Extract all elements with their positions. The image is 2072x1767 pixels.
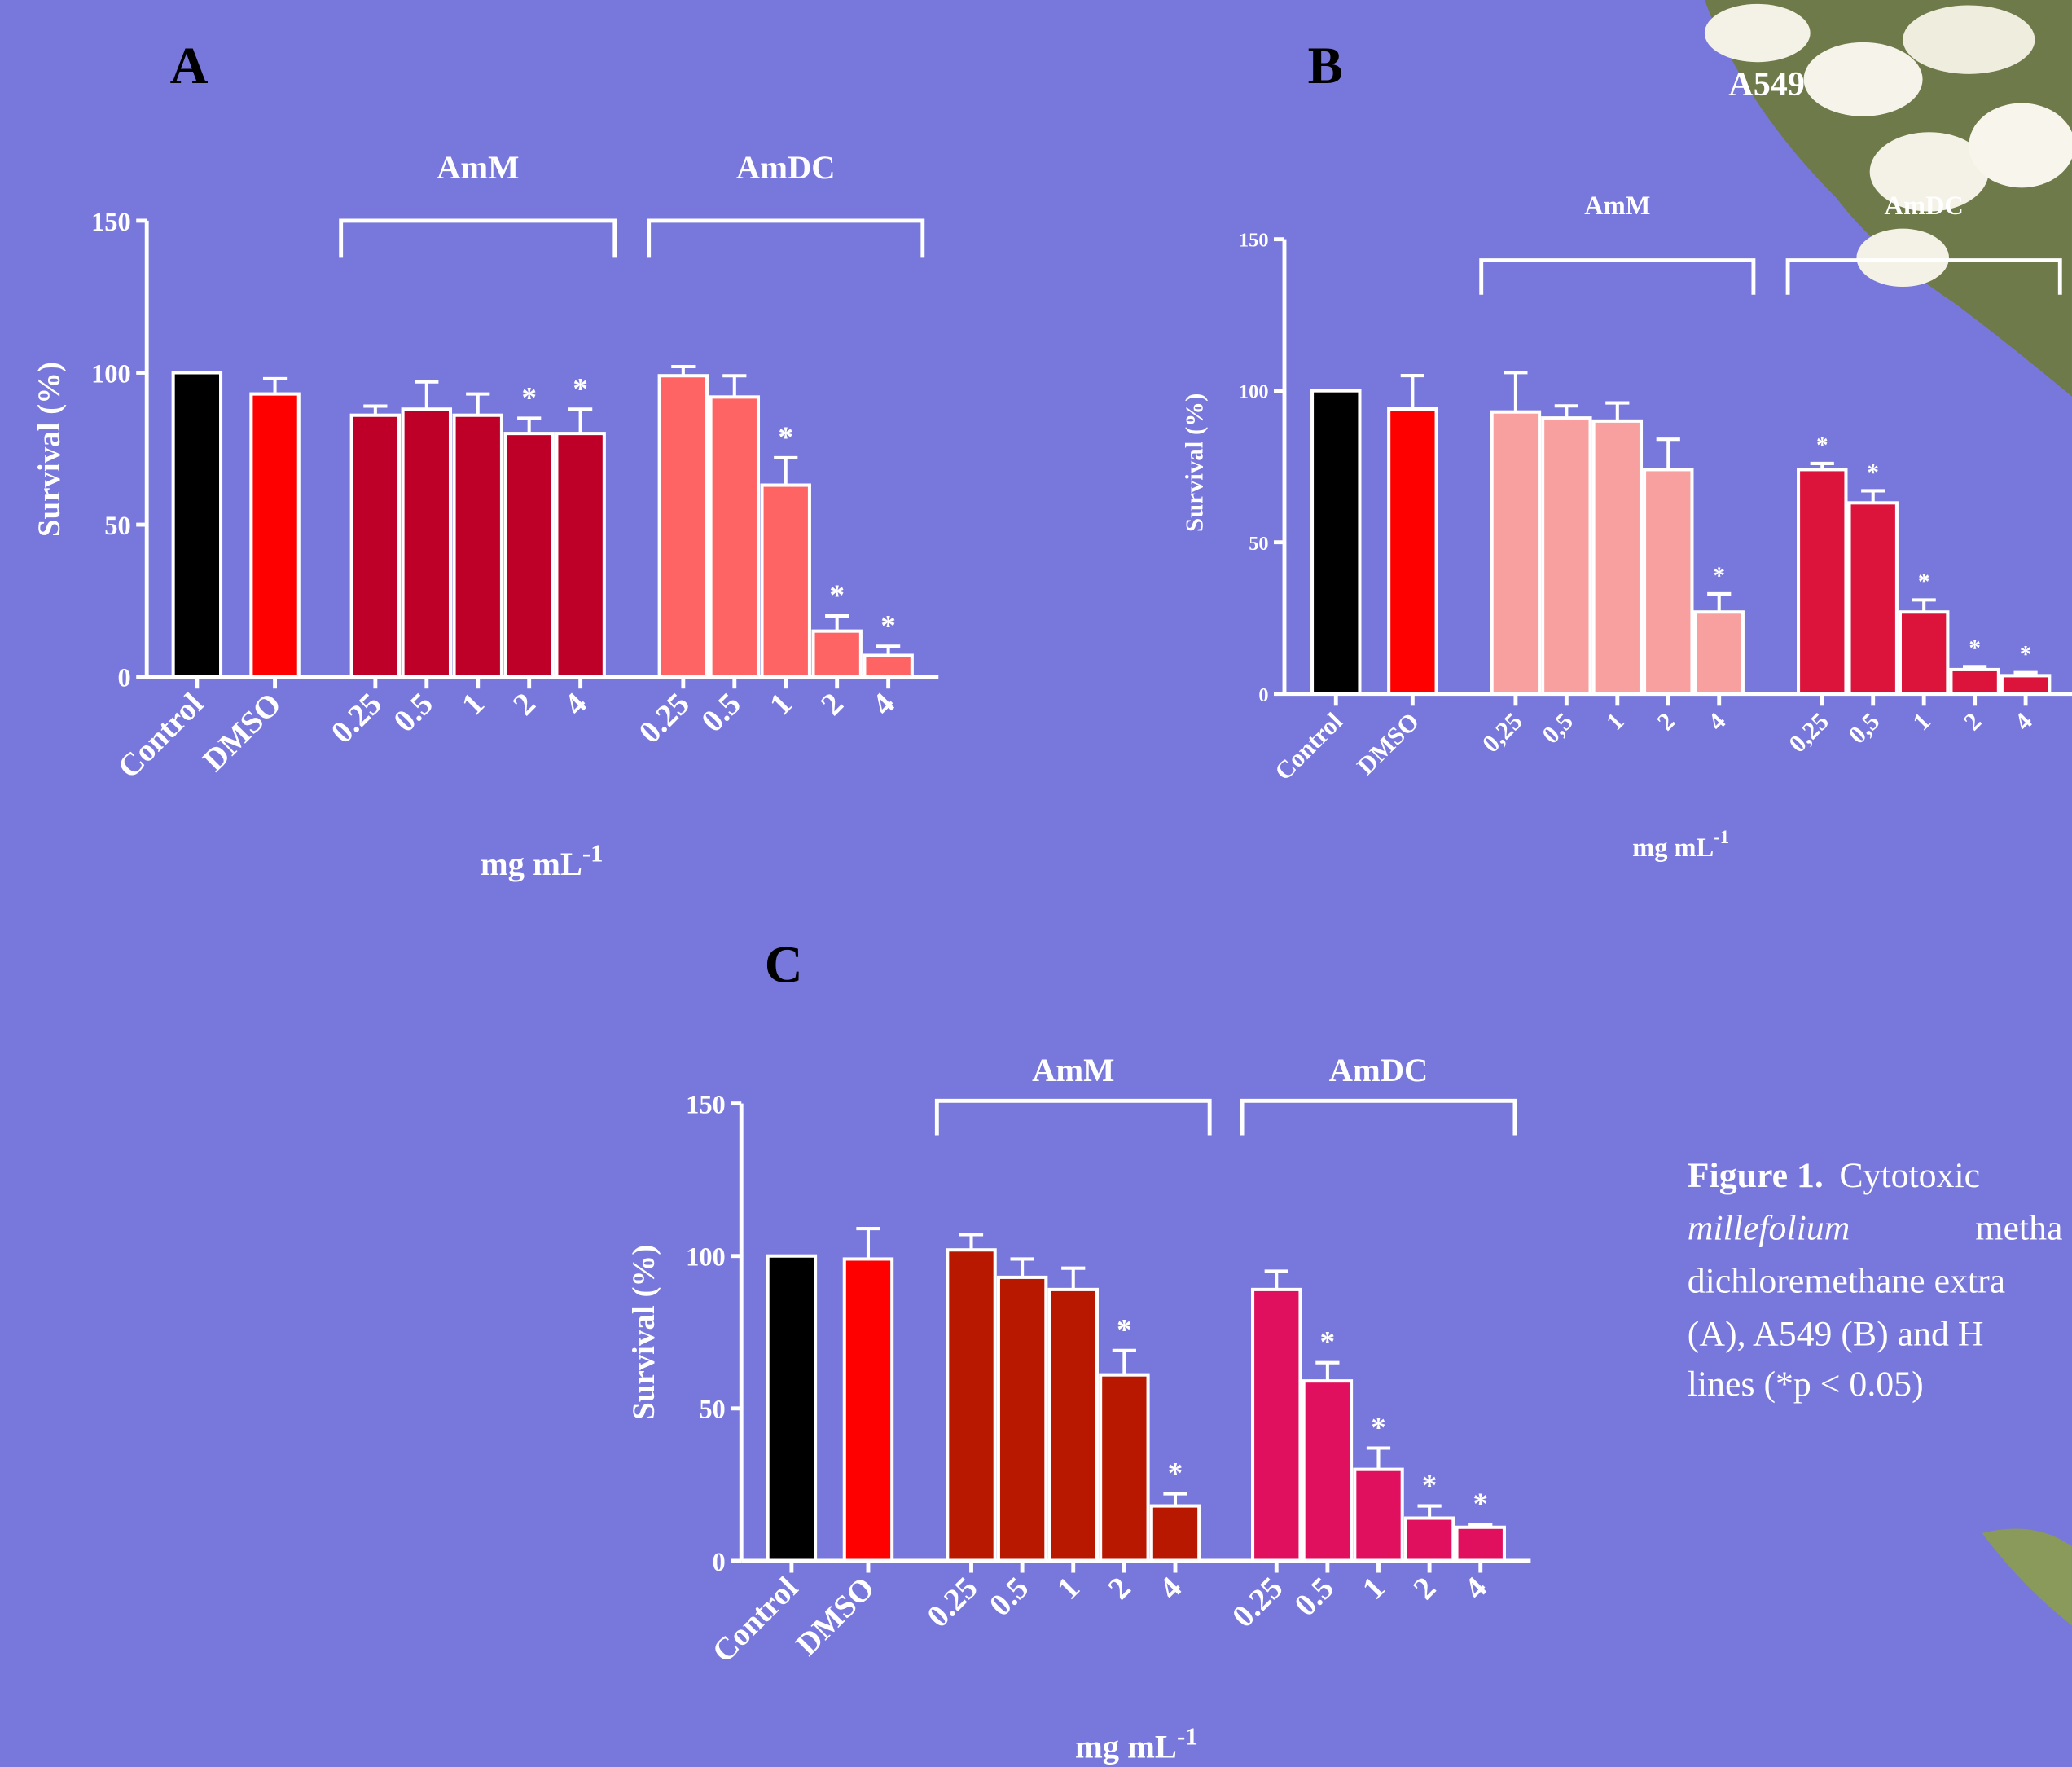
y-tick-label: 100 xyxy=(91,359,131,389)
bar xyxy=(947,1250,994,1561)
bar xyxy=(454,415,502,677)
bar xyxy=(251,394,298,677)
caption-line: lines (*p < 0.05) xyxy=(1688,1365,1924,1404)
significance-mark: * xyxy=(521,381,537,415)
significance-mark: * xyxy=(829,579,845,613)
caption-line: (A), A549 (B) and H xyxy=(1688,1314,1984,1353)
bar xyxy=(1900,612,1947,693)
x-axis-label-text: mg mL xyxy=(1075,1729,1177,1765)
caption-species: millefolium xyxy=(1688,1209,1850,1248)
x-axis-label-sup: -1 xyxy=(582,840,604,868)
y-tick-label: 0 xyxy=(1258,684,1268,706)
bar xyxy=(999,1277,1046,1561)
bar xyxy=(1543,418,1590,694)
group-label: AmDC xyxy=(1885,191,1964,221)
caption-figure: Figure 1. xyxy=(1688,1156,1824,1195)
group-label: AmDC xyxy=(1329,1052,1429,1088)
y-tick-label: 150 xyxy=(91,208,131,237)
significance-mark: * xyxy=(1816,433,1828,459)
y-axis-label: Survival (%) xyxy=(626,1245,661,1420)
bar xyxy=(403,409,450,676)
significance-mark: * xyxy=(778,421,793,455)
caption-line: dichloremethane extra xyxy=(1688,1262,2005,1301)
bar xyxy=(1050,1290,1097,1561)
y-axis-label: Survival (%) xyxy=(32,362,67,537)
chart-title: A549 xyxy=(1728,65,1805,103)
bar xyxy=(1253,1290,1300,1561)
bar xyxy=(1594,421,1641,694)
bar xyxy=(1152,1506,1199,1561)
caption-text: Cytotoxic xyxy=(1839,1156,1980,1195)
panel-label: C xyxy=(765,935,803,994)
bar xyxy=(1354,1470,1402,1561)
bar xyxy=(352,415,399,677)
x-axis-label-sup: -1 xyxy=(1714,827,1729,847)
caption-text: metha xyxy=(1975,1209,2062,1248)
group-label: AmM xyxy=(437,149,519,186)
significance-mark: * xyxy=(1320,1326,1336,1360)
bar xyxy=(1644,469,1692,693)
significance-mark: * xyxy=(573,372,588,406)
significance-mark: * xyxy=(2020,642,2032,668)
bar xyxy=(711,397,758,676)
significance-mark: * xyxy=(1117,1314,1132,1347)
flower-blossom xyxy=(1705,4,1811,62)
y-tick-label: 50 xyxy=(699,1396,725,1425)
bar xyxy=(2002,675,2049,693)
bar xyxy=(762,486,810,677)
significance-mark: * xyxy=(1918,569,1930,595)
bar xyxy=(1312,391,1359,694)
bar xyxy=(1798,469,1846,693)
bar xyxy=(768,1256,815,1561)
y-tick-label: 50 xyxy=(104,512,130,541)
bar xyxy=(1951,670,1998,694)
x-axis-label-text: mg mL xyxy=(481,846,582,882)
y-tick-label: 100 xyxy=(686,1243,726,1273)
bar xyxy=(1457,1527,1504,1561)
bar xyxy=(864,655,911,676)
panel-label: A xyxy=(170,37,209,95)
y-tick-label: 50 xyxy=(1249,533,1268,555)
y-axis-label: Survival (%) xyxy=(1180,393,1208,532)
significance-mark: * xyxy=(1473,1488,1488,1521)
y-tick-label: 100 xyxy=(1239,381,1269,403)
bar xyxy=(556,433,604,677)
x-axis-label-sup: -1 xyxy=(1177,1722,1198,1750)
bar xyxy=(660,376,707,676)
group-label: AmDC xyxy=(736,149,836,186)
y-tick-label: 150 xyxy=(1239,230,1269,252)
flower-blossom xyxy=(1903,5,2035,73)
y-tick-label: 150 xyxy=(686,1091,726,1120)
bar xyxy=(173,372,221,676)
page: {"chart_data": [ {"type": "bar", "panel"… xyxy=(0,0,2072,1767)
significance-mark: * xyxy=(1168,1457,1183,1491)
y-tick-label: 0 xyxy=(713,1548,726,1577)
x-axis-label-text: mg mL xyxy=(1632,833,1714,863)
significance-mark: * xyxy=(1867,459,1879,486)
significance-mark: * xyxy=(1371,1411,1386,1444)
significance-mark: * xyxy=(1422,1470,1438,1503)
bar xyxy=(1850,503,1897,693)
bar xyxy=(1492,412,1539,694)
bar xyxy=(813,631,860,677)
panel-label: B xyxy=(1308,37,1343,95)
group-label: AmM xyxy=(1032,1052,1114,1088)
significance-mark: * xyxy=(1713,563,1725,589)
group-label: AmM xyxy=(1584,191,1650,221)
significance-mark: * xyxy=(1969,635,1981,662)
flower-blossom xyxy=(1969,103,2072,188)
bar xyxy=(1406,1519,1453,1561)
significance-mark: * xyxy=(880,609,896,643)
bar xyxy=(505,433,552,677)
flower-blossom xyxy=(1856,229,1949,287)
bar xyxy=(1696,612,1743,693)
bar xyxy=(1304,1381,1351,1561)
bar xyxy=(1100,1375,1148,1561)
bar xyxy=(1389,409,1436,694)
figure: Figure 1. Cytotoxic millefolium metha dich… xyxy=(0,0,2072,1767)
flower-blossom xyxy=(1804,42,1923,116)
y-tick-label: 0 xyxy=(118,664,131,693)
bar xyxy=(845,1259,892,1560)
